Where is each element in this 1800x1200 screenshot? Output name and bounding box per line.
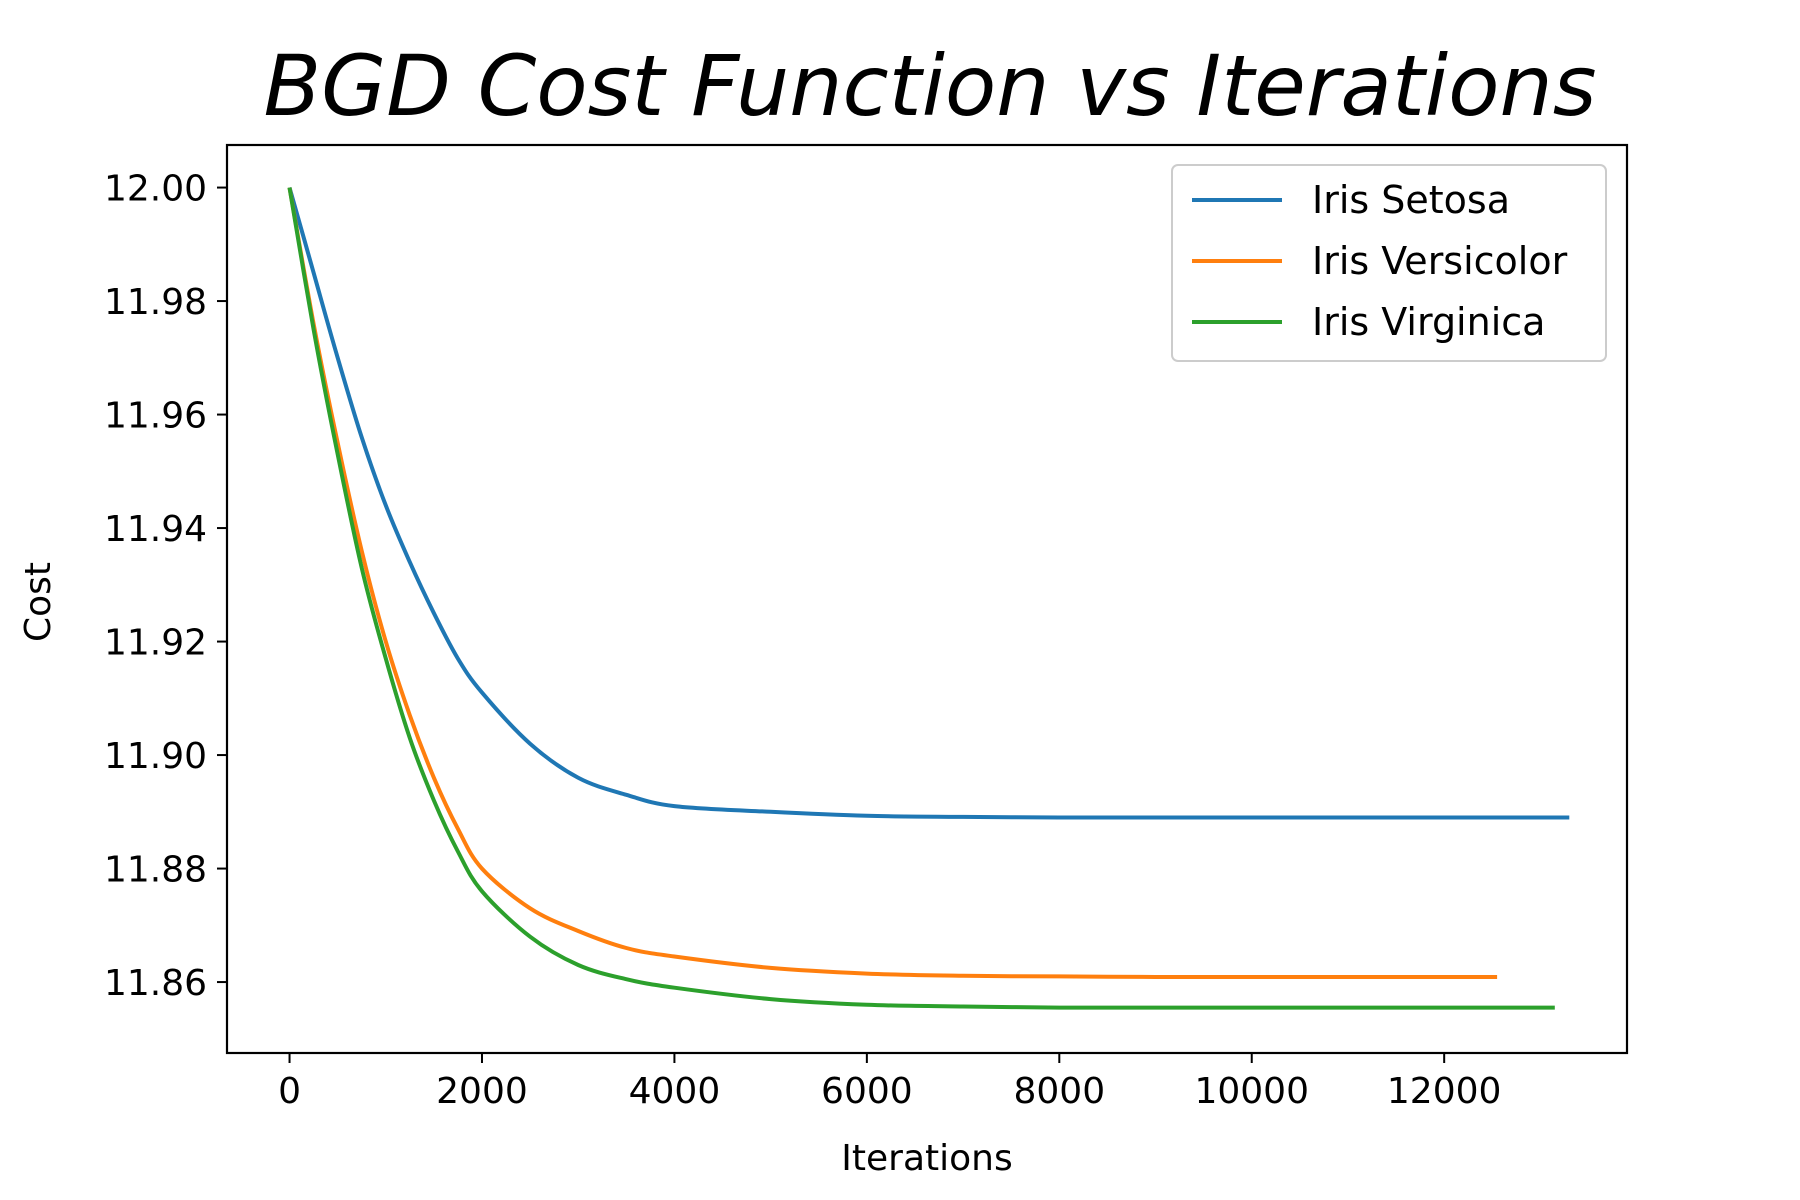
- y-axis: 12.00 11.98 11.96 11.94 11.92 11.90 11.88 11.86: [104, 169, 227, 1004]
- y-tick-label: 11.86: [104, 963, 207, 1004]
- plot-frame: [225, 143, 1629, 1055]
- y-tick-label: 11.92: [104, 623, 207, 664]
- x-tick-label: 10000: [1194, 1071, 1309, 1112]
- x-tick-label: 2000: [436, 1071, 528, 1112]
- series-line-iris-versicolor: [287, 187, 1498, 980]
- legend-box: [1171, 164, 1607, 362]
- y-tick-label: 11.94: [104, 509, 207, 550]
- y-tick-label: 11.96: [104, 396, 207, 437]
- x-tick-label: 4000: [629, 1071, 721, 1112]
- series-layer: [287, 187, 1570, 1010]
- x-tick-label: 0: [278, 1071, 301, 1112]
- series-line-iris-virginica: [287, 187, 1555, 1010]
- y-tick-label: 11.90: [104, 736, 207, 777]
- legend-label: Iris Virginica: [1312, 300, 1545, 344]
- x-tick-label: 8000: [1013, 1071, 1105, 1112]
- x-tick-label: 6000: [821, 1071, 913, 1112]
- legend-label: Iris Setosa: [1312, 178, 1510, 222]
- y-axis-label: Cost: [18, 562, 59, 642]
- legend-label: Iris Versicolor: [1312, 239, 1568, 283]
- y-tick-label: 11.98: [104, 282, 207, 323]
- x-axis-label: Iterations: [841, 1138, 1012, 1179]
- y-tick-label: 12.00: [104, 169, 207, 210]
- series-line-iris-setosa: [287, 187, 1570, 820]
- chart-title: BGD Cost Function vs Iterations: [264, 37, 1597, 135]
- legend: Iris Setosa Iris Versicolor Iris Virginica: [1171, 164, 1607, 362]
- x-axis: 0 2000 4000 6000 8000 10000 12000: [278, 1053, 1501, 1112]
- plot-area: 0 2000 4000 6000 8000 10000 12000 12.00 11.98 11…: [104, 143, 1629, 1112]
- x-tick-label: 12000: [1387, 1071, 1502, 1112]
- y-tick-label: 11.88: [104, 850, 207, 891]
